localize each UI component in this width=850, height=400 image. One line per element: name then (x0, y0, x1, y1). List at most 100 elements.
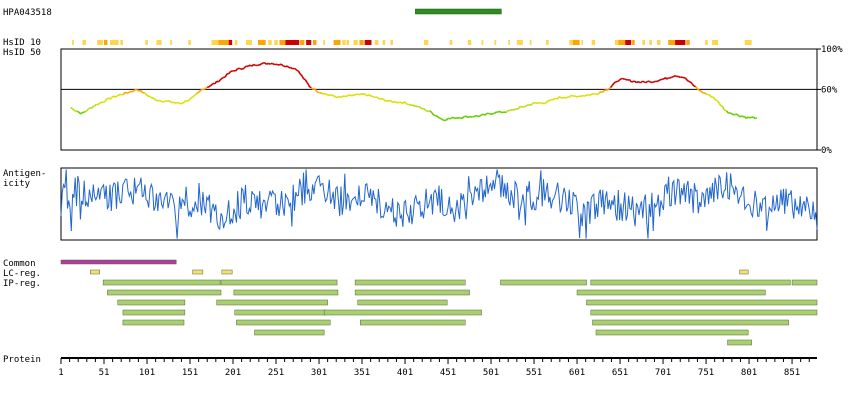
hsid10-cell (675, 40, 686, 45)
antigenicity-frame (60, 167, 818, 241)
ip-reg-bar (576, 289, 766, 296)
axis-tick-label: 351 (354, 368, 370, 378)
hsid10-cell (390, 40, 393, 45)
hsid50-segment (678, 75, 681, 79)
hsid50-segment (574, 95, 578, 98)
hsid50-segment (392, 100, 396, 104)
ip-reg-bar (586, 299, 818, 306)
hsid10-cell (374, 40, 379, 45)
ip-reg-bar (360, 319, 466, 326)
hsid50-segment (431, 112, 435, 116)
hsid50-segment (427, 110, 430, 113)
hsid50-segment (371, 95, 375, 99)
hsid50-segment (185, 99, 188, 102)
hsid50-segment (611, 82, 615, 86)
hsid50-segment (467, 116, 470, 119)
hsid10-cell (712, 40, 719, 45)
axis-tick-label: 851 (784, 368, 800, 378)
ip-reg-bar (102, 279, 221, 286)
hsid50-segment (720, 104, 723, 108)
hsid10-cell (359, 40, 364, 45)
hsid50-segment (420, 107, 423, 110)
hsid10-cell (279, 40, 286, 45)
hsid10-cell (529, 40, 532, 45)
hsid10-cell (274, 40, 278, 45)
hsid50-segment (248, 64, 251, 67)
axis-tick-label: 401 (397, 368, 413, 378)
hsid50-segment (236, 67, 240, 70)
hsid50-segment (143, 92, 147, 96)
hsid50-segment (219, 77, 223, 81)
hsid50-segment (336, 95, 340, 99)
hsid50-segment (316, 90, 319, 94)
hsid50-segment (91, 105, 95, 109)
hsid50-segment (109, 97, 113, 100)
ip-reg-bar (354, 279, 466, 286)
hsid50-segment (565, 96, 568, 99)
hsid10-cell (744, 40, 752, 45)
hsid50-segment (691, 83, 695, 87)
hsid50-segment (251, 63, 255, 67)
hsid50-segment (609, 84, 613, 89)
hsid50-segment (723, 109, 727, 112)
hsid50-segment (272, 62, 275, 66)
hsid50-y-ticks: 100% 60% 0% (817, 45, 843, 156)
ip-reg-bar (234, 309, 327, 316)
axis-tick-label: 651 (612, 368, 628, 378)
hsid50-segment (290, 66, 293, 70)
hsid10-cell (104, 40, 108, 45)
hsid50-segment (681, 76, 684, 79)
hsid50-segment (445, 117, 449, 121)
hsid50-segment (196, 91, 200, 95)
hsid10-cell (449, 40, 453, 45)
hsid50-segment (388, 99, 391, 102)
hsid50-segment (340, 95, 344, 98)
antigenicity-label-1: Antigen- (3, 169, 46, 179)
hsid50-segment (580, 94, 583, 98)
hsid50-segment (303, 78, 306, 81)
hsid10-cell (632, 40, 635, 45)
hsid50-segment (549, 98, 552, 102)
hsid10-cell (170, 40, 172, 45)
hsid10-label: HsID 10 (3, 38, 41, 48)
hsid50-segment (382, 98, 386, 102)
hsid50-segment (321, 92, 324, 95)
hsid50-segment (513, 108, 517, 111)
hsid50-segment (439, 117, 443, 120)
protein-axis-ticks: 1 51 101 151 201 251 301 351 401 451 501 551 601 651 7… (58, 358, 810, 378)
hsid50-segment (188, 97, 192, 101)
hsid10-cell (649, 40, 652, 45)
hsid50-segment (357, 93, 360, 96)
hsid10-cell (423, 40, 429, 45)
hsid50-segment (234, 68, 238, 72)
hsid50-segment (333, 95, 336, 98)
hsid10-cell (591, 40, 596, 45)
hsid50-segment (410, 104, 413, 107)
axis-tick-label: 101 (139, 368, 155, 378)
hsid50-segment (83, 110, 86, 114)
hsid50-segment (301, 75, 305, 80)
hsid50-segment (666, 77, 669, 80)
hsid10-cell (323, 40, 326, 45)
hsid10-cell (705, 40, 708, 45)
hsid10-cell (188, 40, 191, 45)
hsid10-cell (546, 40, 549, 45)
hsid50-segment (73, 109, 76, 112)
ip-reg-bar (323, 309, 482, 316)
ip-reg-bar (254, 329, 325, 336)
hsid50-segment (634, 80, 637, 84)
hsid10-cell (72, 40, 74, 45)
hsid10-cell (234, 40, 238, 45)
ip-reg-bar (590, 309, 818, 316)
hsid50-segment (279, 63, 282, 66)
hsid50-segment (242, 67, 245, 70)
hsid50-segment (295, 68, 298, 71)
hsid50-segment (695, 86, 699, 90)
hsid10-cell (569, 40, 573, 45)
hsid50-segment (741, 115, 744, 118)
hsid50-segment (177, 101, 181, 105)
hsid50-segment (293, 67, 297, 70)
hsid10-cell (516, 40, 523, 45)
ip-reg-bar (592, 319, 789, 326)
hsid50-segment (376, 97, 379, 100)
